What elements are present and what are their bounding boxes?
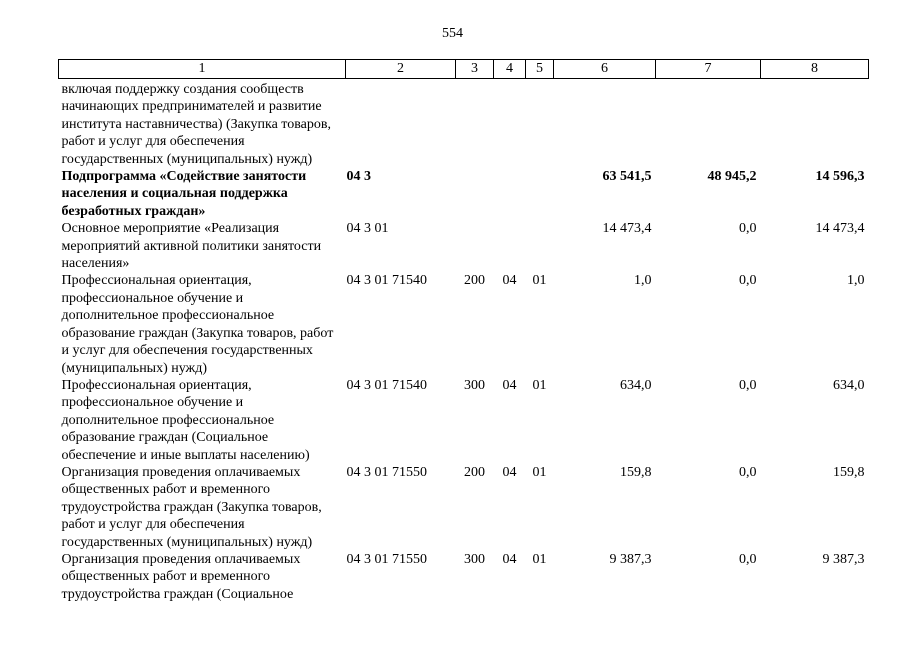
cell-subsection: 01 bbox=[532, 273, 547, 289]
cell-name: Организация проведения оплачиваемых обще… bbox=[61, 551, 301, 602]
page-number: 554 bbox=[442, 26, 463, 41]
column-number-5: 5 bbox=[525, 59, 554, 79]
cell-amount-total bbox=[554, 79, 656, 169]
table-row: Основное мероприятие «Реализация меропри… bbox=[59, 220, 869, 272]
cell-expense-type bbox=[456, 220, 494, 272]
cell-section bbox=[494, 168, 526, 220]
cell-program-code: 04 3 01 71550 bbox=[346, 551, 428, 567]
cell-section bbox=[494, 220, 526, 272]
cell-amount-col8: 1,0 bbox=[847, 273, 865, 289]
cell-amount-col8: 9 387,3 bbox=[822, 551, 865, 567]
cell-subsection bbox=[526, 168, 554, 220]
cell-program-code: 04 3 01 bbox=[346, 221, 389, 237]
table-row: Организация проведения оплачиваемых обще… bbox=[59, 551, 869, 603]
cell-expense-type bbox=[456, 79, 494, 169]
cell-amount-total: 1,0 bbox=[634, 273, 652, 289]
cell-name: Организация проведения оплачиваемых обще… bbox=[61, 464, 322, 550]
cell-expense-type: 300 bbox=[464, 551, 485, 567]
cell-program-code bbox=[346, 79, 456, 169]
cell-program-code: 04 3 01 71540 bbox=[346, 273, 428, 289]
cell-amount-total: 9 387,3 bbox=[609, 551, 652, 567]
cell-name: Профессиональная ориентация, профессиона… bbox=[61, 377, 310, 463]
cell-amount-total: 63 541,5 bbox=[602, 169, 652, 185]
cell-subsection: 01 bbox=[532, 377, 547, 393]
table-row: Организация проведения оплачиваемых обще… bbox=[59, 464, 869, 551]
cell-amount-col7: 0,0 bbox=[739, 377, 757, 393]
cell-program-code: 04 3 bbox=[346, 169, 372, 185]
cell-amount-col8: 14 473,4 bbox=[815, 221, 865, 237]
cell-name: Основное мероприятие «Реализация меропри… bbox=[61, 221, 322, 272]
cell-section: 04 bbox=[502, 464, 517, 480]
cell-subsection: 01 bbox=[532, 464, 547, 480]
column-number-4: 4 bbox=[493, 59, 526, 79]
table-row: Профессиональная ориентация, профессиона… bbox=[59, 272, 869, 376]
table-row: Подпрограмма «Содействие занятости насел… bbox=[59, 168, 869, 220]
cell-amount-col8: 634,0 bbox=[833, 377, 865, 393]
cell-section: 04 bbox=[502, 377, 517, 393]
cell-program-code: 04 3 01 71550 bbox=[346, 464, 428, 480]
cell-subsection bbox=[526, 220, 554, 272]
column-number-3: 3 bbox=[455, 59, 494, 79]
cell-amount-total: 634,0 bbox=[620, 377, 652, 393]
cell-expense-type: 300 bbox=[464, 377, 485, 393]
cell-amount-col8: 14 596,3 bbox=[815, 169, 865, 185]
column-number-8: 8 bbox=[760, 59, 869, 79]
table-body: включая поддержку создания сообществ нач… bbox=[59, 79, 869, 604]
cell-expense-type: 200 bbox=[464, 464, 485, 480]
cell-section: 04 bbox=[502, 551, 517, 567]
cell-subsection: 01 bbox=[532, 551, 547, 567]
cell-amount-col7: 0,0 bbox=[739, 464, 757, 480]
cell-amount-col7: 48 945,2 bbox=[707, 169, 757, 185]
column-number-7: 7 bbox=[655, 59, 761, 79]
cell-name: Профессиональная ориентация, профессиона… bbox=[61, 273, 334, 376]
table-row: Профессиональная ориентация, профессиона… bbox=[59, 377, 869, 464]
cell-subsection bbox=[526, 79, 554, 169]
cell-amount-col7: 0,0 bbox=[739, 551, 757, 567]
cell-amount-total: 14 473,4 bbox=[602, 221, 652, 237]
column-number-2: 2 bbox=[345, 59, 456, 79]
cell-expense-type: 200 bbox=[464, 273, 485, 289]
cell-amount-col7 bbox=[656, 79, 761, 169]
cell-name: Подпрограмма «Содействие занятости насел… bbox=[61, 169, 307, 219]
cell-amount-total: 159,8 bbox=[620, 464, 652, 480]
cell-name: включая поддержку создания сообществ нач… bbox=[61, 82, 331, 167]
cell-expense-type bbox=[456, 168, 494, 220]
column-number-1: 1 bbox=[58, 59, 346, 79]
cell-amount-col8 bbox=[761, 79, 869, 169]
column-number-6: 6 bbox=[553, 59, 656, 79]
table-row: включая поддержку создания сообществ нач… bbox=[59, 79, 869, 169]
cell-amount-col7: 0,0 bbox=[739, 273, 757, 289]
cell-amount-col7: 0,0 bbox=[739, 221, 757, 237]
cell-section bbox=[494, 79, 526, 169]
cell-section: 04 bbox=[502, 273, 517, 289]
cell-amount-col8: 159,8 bbox=[833, 464, 865, 480]
cell-program-code: 04 3 01 71540 bbox=[346, 377, 428, 393]
